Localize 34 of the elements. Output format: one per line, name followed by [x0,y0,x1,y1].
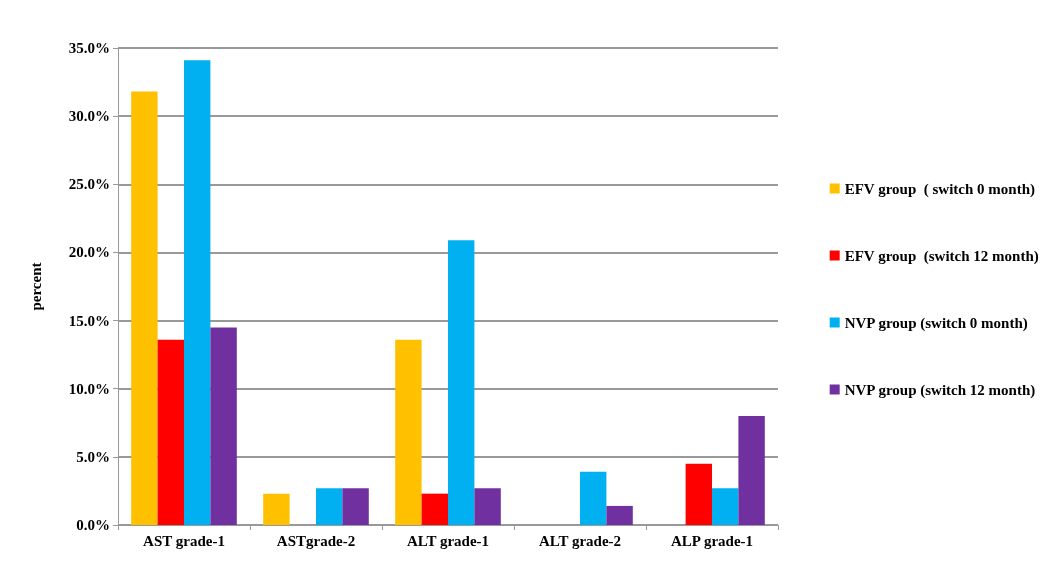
bar [395,339,422,525]
bar [580,471,607,525]
bar [316,488,343,525]
bar [474,488,501,525]
y-tick-label: 15.0% [68,312,110,329]
y-tick-label: 0.0% [76,517,110,533]
x-tick-label: ASTgrade-2 [276,532,356,549]
y-tick-label: 10.0% [68,380,110,397]
y-tick-label: 20.0% [68,244,110,261]
bar [685,463,712,525]
x-tick-label: AST grade-1 [143,532,225,549]
legend-label: EFV group ( switch 0 month) [844,180,1035,198]
y-tick-label: 5.0% [76,448,110,465]
bar [210,327,237,525]
bar [712,488,739,525]
legend-label: EFV group (switch 12 month) [844,247,1039,265]
bar [606,505,633,525]
y-axis-title: percent [27,262,44,311]
bar [738,415,765,525]
bar [448,240,475,525]
legend-label: NVP group (switch 12 month) [844,381,1036,399]
y-tick-label: 25.0% [68,176,110,193]
bar [157,339,184,525]
y-tick-label: 30.0% [68,108,110,125]
bar [421,493,448,525]
bar [342,488,369,525]
x-tick-label: ALT grade-1 [406,532,490,549]
x-tick-label: ALP grade-1 [670,532,754,549]
y-tick-label: 35.0% [68,40,110,56]
x-tick-label: ALT grade-2 [538,532,622,549]
legend-label: NVP group (switch 0 month) [844,314,1028,332]
bar [184,60,211,525]
bar [131,91,158,525]
bar [263,493,290,525]
